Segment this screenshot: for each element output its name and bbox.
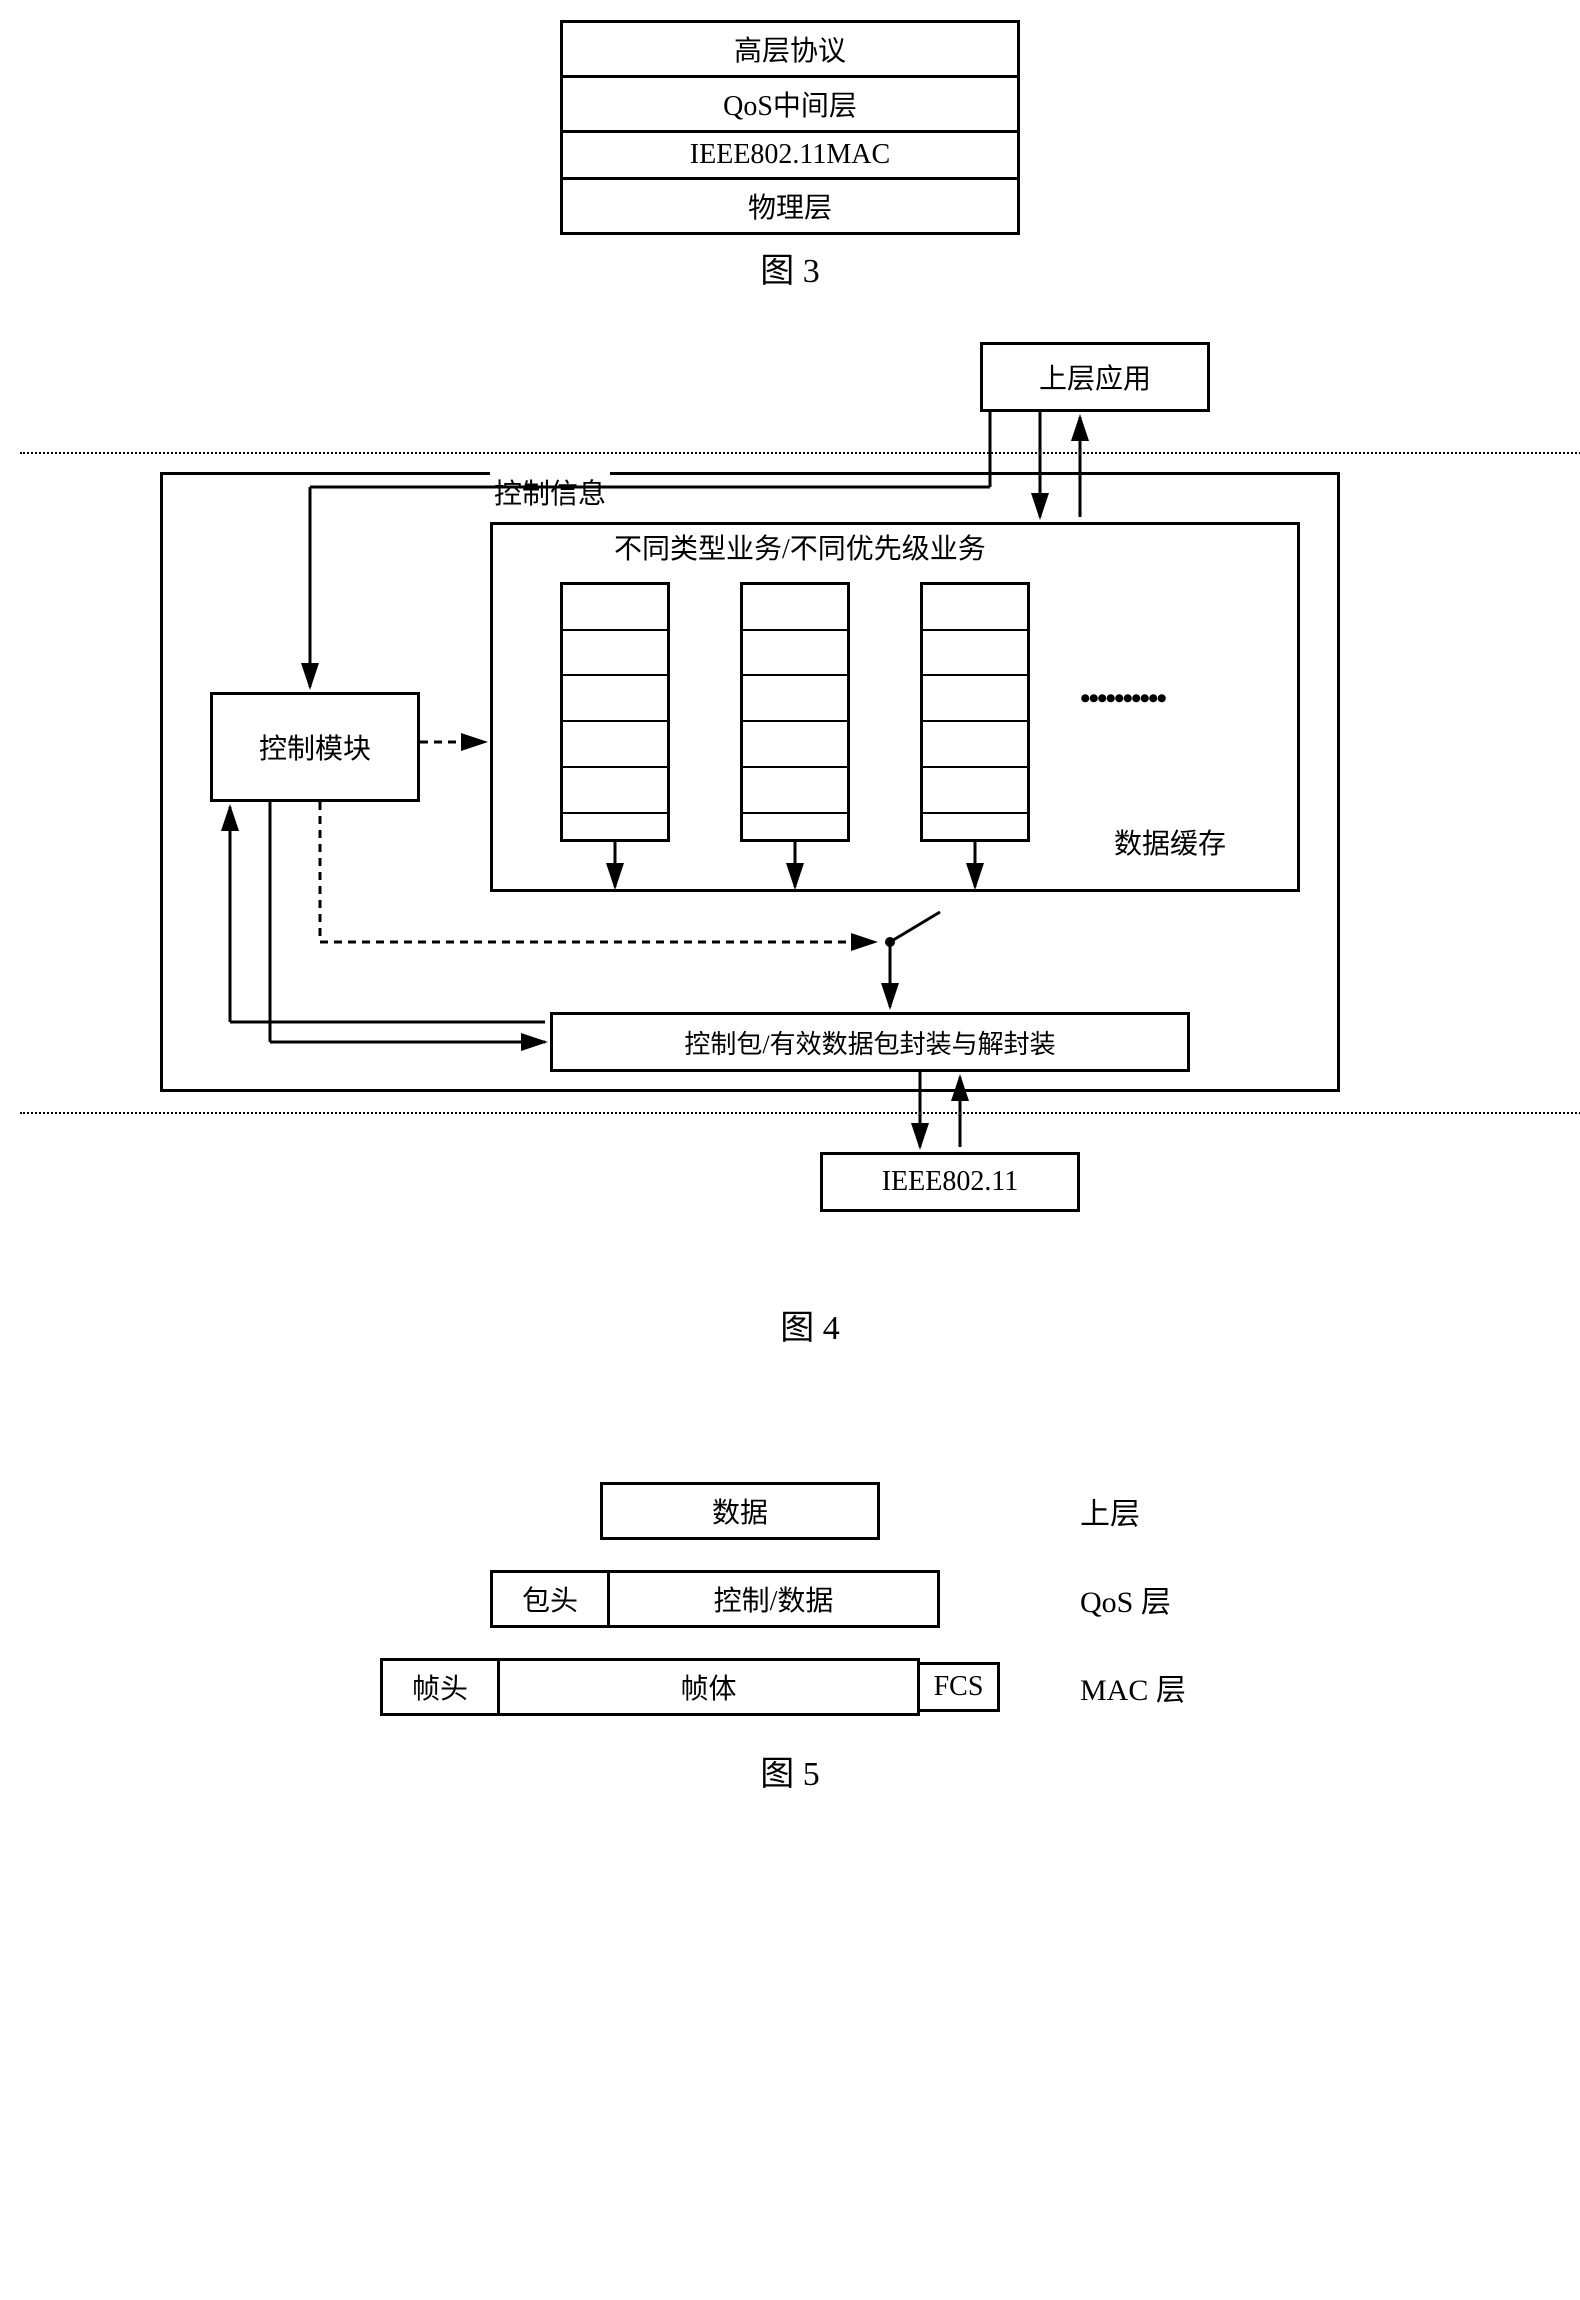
- figure-5: 数据 上层 包头 控制/数据 QoS 层 帧头 帧体 FCS MAC 层 图 5: [240, 1482, 1340, 1882]
- seg-data: 数据: [600, 1482, 880, 1540]
- seg-ctrl-data: 控制/数据: [610, 1570, 940, 1628]
- layer-row: IEEE802.11MAC: [563, 133, 1017, 180]
- layer-label-upper: 上层: [1080, 1489, 1140, 1533]
- fig5-row-qos: 包头 控制/数据 QoS 层: [240, 1570, 1340, 1628]
- layer-row: QoS中间层: [563, 78, 1017, 133]
- control-info-label: 控制信息: [490, 472, 610, 512]
- upper-app-box: 上层应用: [980, 342, 1210, 412]
- control-module-box: 控制模块: [210, 692, 420, 802]
- data-cache-label: 数据缓存: [1110, 822, 1230, 862]
- queue: [740, 582, 850, 842]
- queue: [560, 582, 670, 842]
- seg-fcs: FCS: [920, 1662, 1000, 1712]
- fig5-row-mac: 帧头 帧体 FCS MAC 层: [240, 1658, 1340, 1716]
- figure-5-label: 图 5: [240, 1746, 1340, 1795]
- control-module-label: 控制模块: [259, 727, 371, 767]
- figure-4: 上层应用 控制信息 控制模块 不同类型业务/不同优先级业务 ••••••••••…: [20, 322, 1580, 1422]
- layer-label-qos: QoS 层: [1080, 1577, 1171, 1621]
- layer-row: 物理层: [563, 180, 1017, 232]
- ieee-label: IEEE802.11: [882, 1166, 1019, 1198]
- figure-3: 高层协议 QoS中间层 IEEE802.11MAC 物理层 图 3: [560, 20, 1020, 292]
- ieee-box: IEEE802.11: [820, 1152, 1080, 1212]
- figure-3-label: 图 3: [560, 243, 1020, 292]
- upper-app-label: 上层应用: [1039, 357, 1151, 397]
- fig5-row-upper: 数据 上层: [240, 1482, 1340, 1540]
- seg-frame-body: 帧体: [500, 1658, 920, 1716]
- cut-line-bottom: [20, 1112, 1580, 1114]
- queue-ellipsis: ••••••••••: [1080, 682, 1165, 716]
- cut-line-top: [20, 452, 1580, 454]
- queue-title: 不同类型业务/不同优先级业务: [610, 527, 990, 567]
- figure-4-label: 图 4: [20, 1300, 1580, 1349]
- layer-label-mac: MAC 层: [1080, 1665, 1186, 1709]
- encap-box: 控制包/有效数据包封装与解封装: [550, 1012, 1190, 1072]
- queue: [920, 582, 1030, 842]
- seg-frame-header: 帧头: [380, 1658, 500, 1716]
- layer-stack: 高层协议 QoS中间层 IEEE802.11MAC 物理层: [560, 20, 1020, 235]
- encap-label: 控制包/有效数据包封装与解封装: [684, 1024, 1055, 1061]
- layer-row: 高层协议: [563, 23, 1017, 78]
- seg-header: 包头: [490, 1570, 610, 1628]
